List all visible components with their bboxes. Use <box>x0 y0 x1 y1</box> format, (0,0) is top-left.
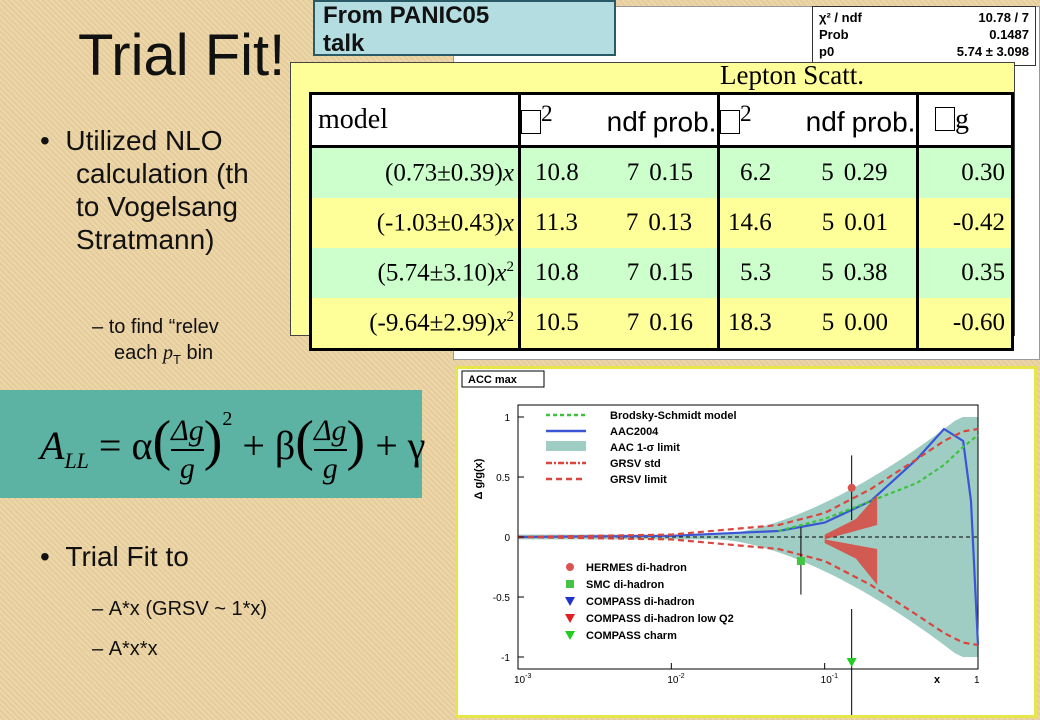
legend-entry: AAC2004 <box>610 426 659 438</box>
x-tick-label: 1 <box>974 675 980 686</box>
formula: ALL = α(Δg g)2 + β(Δg g) + γ <box>40 408 426 485</box>
col-chi2b-ndf-prob: 2 ndf prob. <box>717 92 919 148</box>
legend-entry: Brodsky-Schmidt model <box>610 410 737 422</box>
panel-label: ACC max <box>468 374 518 386</box>
stat-value: 5.74 ± 3.098 <box>956 44 1029 59</box>
bullet-dot: • <box>40 541 66 572</box>
table-row: (5.74±3.10)x2 10.8 7 0.15 5.3 5 0.38 0.35 <box>309 248 1014 298</box>
panic-label: From PANIC05 talk <box>313 0 616 57</box>
formula-box: ALL = α(Δg g)2 + β(Δg g) + γ <box>0 390 426 498</box>
legend-marker <box>566 563 574 571</box>
aac-1sigma-band <box>518 417 978 657</box>
y-tick-label: -0.5 <box>493 593 511 604</box>
legend-entry: COMPASS charm <box>586 630 677 642</box>
legend-marker <box>565 614 575 623</box>
legend-entry: GRSV std <box>610 458 661 470</box>
sub-item-2: – A*x (GRSV ~ 1*x) <box>92 598 268 620</box>
legend-entry: COMPASS di-hadron low Q2 <box>586 613 734 625</box>
data-point <box>847 483 856 492</box>
x-tick-label: 10-3 <box>514 673 531 686</box>
bullet-1-line1: Utilized NLO <box>65 125 223 156</box>
col-model: model <box>309 92 521 148</box>
x-tick-label: 10-1 <box>821 673 838 686</box>
stat-key: p0 <box>819 44 835 59</box>
legend-marker <box>565 631 575 640</box>
fit-results-table: model 2 ndf prob. 2 ndf prob. g (0.73±0.39… <box>309 92 1014 351</box>
legend-entry: COMPASS di-hadron <box>586 596 695 608</box>
stat-key: χ² / ndf <box>819 10 862 25</box>
y-tick-label: 1 <box>504 413 510 424</box>
y-tick-label: 0.5 <box>496 473 510 484</box>
bullet-1: • Utilized NLO calculation (th to Vogels… <box>40 124 249 256</box>
stat-value: 10.78 / 7 <box>978 10 1029 25</box>
series-line <box>517 535 979 647</box>
sub-item-1: – to find “relev each pT bin <box>92 314 219 373</box>
bullet-1-line2: calculation (th <box>76 158 249 189</box>
delta-g-chart: ACC max 1 0.5 0 -0.5 -1 10-3 10-2 10-1 1 Δ g/g(x) x… <box>461 370 980 717</box>
fit-stat-box: χ² / ndf 10.78 / 7 Prob 0.1487 p0 5.74 ± 3.… <box>812 6 1036 66</box>
series-line <box>778 434 979 533</box>
y-tick-label: 0 <box>504 533 510 544</box>
bullet-dot: • <box>40 125 66 156</box>
table-row: (-9.64±2.99)x2 10.5 7 0.16 18.3 5 0.00 -0.60 <box>309 298 1014 351</box>
y-axis-label: Δ g/g(x) <box>473 458 485 499</box>
series-line <box>517 427 980 646</box>
stat-value: 0.1487 <box>989 27 1029 42</box>
data-point <box>846 658 857 667</box>
table-row: (-1.03±0.43)x 11.3 7 0.13 14.6 5 0.01 -0.42 <box>309 198 1014 248</box>
sub-item-3: – A*x*x <box>92 638 158 660</box>
y-tick-label: -1 <box>501 653 510 664</box>
series-line <box>517 427 979 539</box>
legend-entry: HERMES di-hadron <box>586 562 687 574</box>
x-tick-label: 10-2 <box>667 673 684 686</box>
x-axis-label: x <box>934 674 941 686</box>
legend-entry: GRSV limit <box>610 474 667 486</box>
bullet-2-text: Trial Fit to <box>65 541 189 572</box>
stat-key: Prob <box>819 27 849 42</box>
col-chi2-ndf-prob: 2 ndf prob. <box>518 92 720 148</box>
bullet-2: • Trial Fit to <box>40 540 189 573</box>
bullet-1-line4: Stratmann) <box>76 224 215 255</box>
legend-swatch <box>546 441 586 451</box>
fit-table-title: Lepton Scatt. <box>720 60 864 90</box>
sub-item-1-line1: to find “relev <box>108 316 219 338</box>
table-header-row: model 2 ndf prob. 2 ndf prob. g <box>309 92 1014 148</box>
delta-g-plot: ACC max 1 0.5 0 -0.5 -1 10-3 10-2 10-1 1 Δ g/g(x) x… <box>455 366 1037 718</box>
sub-item-1-line2: each pT bin <box>114 342 214 367</box>
table-row: (0.73±0.39)x 10.8 7 0.15 6.2 5 0.29 0.30 <box>309 146 1014 198</box>
legend-marker <box>566 580 574 588</box>
data-point <box>796 557 805 565</box>
legend-entry: SMC di-hadron <box>586 579 664 591</box>
bullet-1-line3: to Vogelsang <box>76 191 238 222</box>
panel-label-box <box>461 370 545 388</box>
compass-lowq2-band <box>824 539 878 585</box>
legend-entry: AAC 1-σ limit <box>610 442 680 454</box>
legend-marker <box>565 597 575 606</box>
slide-title: Trial Fit! <box>78 23 286 88</box>
col-delta-g: g <box>916 92 1014 148</box>
compass-lowq2-band <box>824 495 878 540</box>
